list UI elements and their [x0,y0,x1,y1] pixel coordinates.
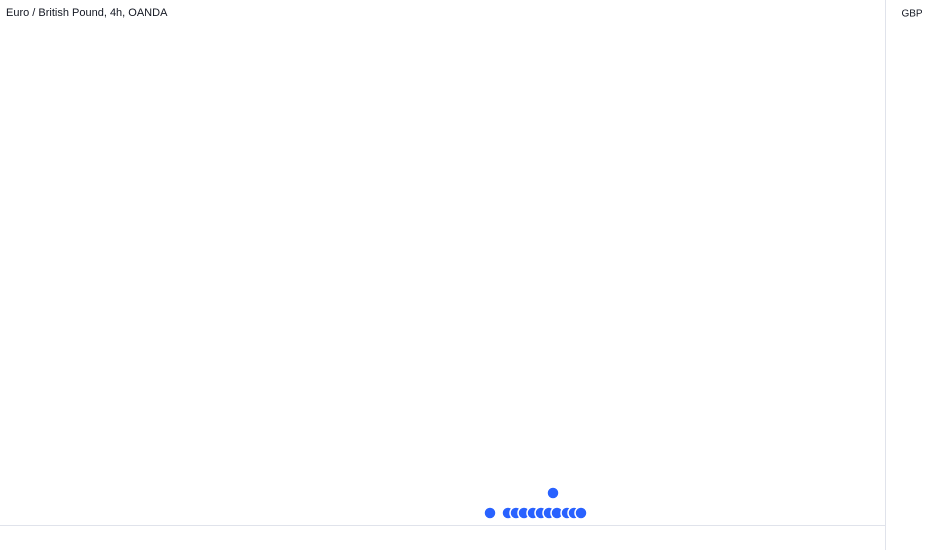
currency: GBP [901,9,922,20]
event-icons [483,486,588,520]
chart-title: Euro / British Pound, 4h, OANDA [6,7,168,19]
